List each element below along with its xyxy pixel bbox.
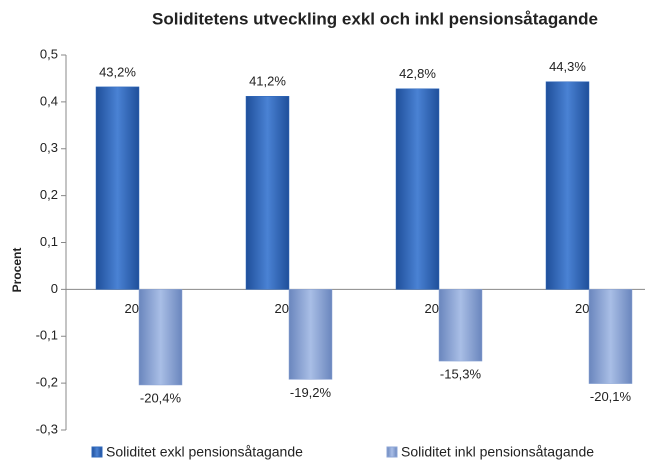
bar [138, 289, 183, 386]
legend-label: Soliditet exkl pensionsåtagande [106, 444, 303, 460]
legend-swatch [91, 446, 103, 458]
y-tick-label: 0,5 [40, 46, 58, 61]
y-tick-label: 0,2 [40, 187, 58, 202]
legend-label: Soliditet inkl pensionsåtagande [401, 444, 594, 460]
value-label: -15,3% [440, 367, 482, 382]
value-label: -20,1% [590, 389, 632, 404]
bar [245, 96, 290, 290]
value-label: 43,2% [99, 64, 136, 79]
value-label: 44,3% [549, 59, 586, 74]
value-label: -20,4% [140, 390, 182, 405]
chart-title: Soliditetens utveckling exkl och inkl pe… [152, 9, 598, 28]
value-label: 42,8% [399, 66, 436, 81]
bar [395, 88, 440, 290]
y-tick-label: 0 [51, 281, 58, 296]
y-tick-label: 0,4 [40, 93, 58, 108]
bar [545, 81, 590, 290]
bar [588, 289, 633, 384]
legend-swatch [386, 446, 398, 458]
y-tick-label: 0,1 [40, 234, 58, 249]
value-label: 41,2% [249, 74, 286, 89]
bar [288, 289, 333, 380]
bar [438, 289, 483, 362]
y-tick-label: -0,3 [36, 421, 58, 436]
value-label: -19,2% [290, 385, 332, 400]
y-tick-label: 0,3 [40, 140, 58, 155]
y-axis-label: Procent [10, 248, 24, 293]
y-tick-label: -0,2 [36, 375, 58, 390]
bar [95, 86, 140, 290]
y-tick-label: -0,1 [36, 328, 58, 343]
